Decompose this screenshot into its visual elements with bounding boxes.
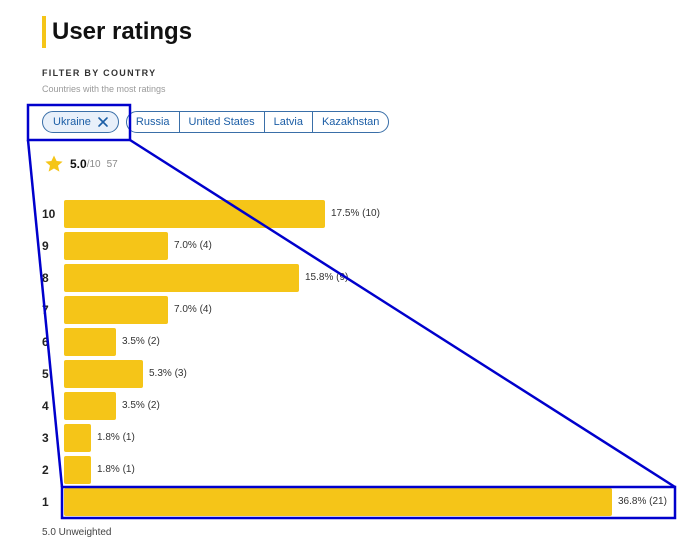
chip-russia[interactable]: Russia bbox=[135, 116, 170, 128]
rating-bar bbox=[64, 424, 91, 452]
rating-label: 2 bbox=[42, 463, 49, 477]
rating-label: 5 bbox=[42, 367, 49, 381]
rating-bar bbox=[64, 200, 325, 228]
chip-kazakhstan[interactable]: Kazakhstan bbox=[311, 112, 388, 132]
rating-bar bbox=[64, 488, 612, 516]
rating-bar bbox=[64, 328, 116, 356]
title-accent-bar bbox=[42, 16, 46, 48]
chip-latvia[interactable]: Latvia bbox=[263, 112, 312, 132]
section-header: User ratings bbox=[42, 16, 192, 48]
rating-label: 4 bbox=[42, 399, 49, 413]
rating-row-2: 2 1.8% (1) bbox=[0, 456, 698, 484]
rating-label: 6 bbox=[42, 335, 49, 349]
filter-label: FILTER BY COUNTRY bbox=[42, 68, 157, 78]
rating-label: 10 bbox=[42, 207, 56, 221]
rating-bar bbox=[64, 360, 143, 388]
rating-row-7: 7 7.0% (4) bbox=[0, 296, 698, 324]
rating-row-5: 5 5.3% (3) bbox=[0, 360, 698, 388]
rating-bar-value: 7.0% (4) bbox=[174, 240, 212, 251]
footer-note: 5.0 Unweighted bbox=[42, 527, 112, 538]
rating-label: 8 bbox=[42, 271, 49, 285]
rating-bar-value: 1.8% (1) bbox=[97, 464, 135, 475]
rating-bar-value: 36.8% (21) bbox=[618, 496, 667, 507]
rating-bar bbox=[64, 456, 91, 484]
rating-bar bbox=[64, 392, 116, 420]
rating-bar-value: 3.5% (2) bbox=[122, 400, 160, 411]
rating-bar-value: 1.8% (1) bbox=[97, 432, 135, 443]
score-scale: /10 bbox=[86, 158, 101, 170]
rating-row-10: 10 17.5% (10) bbox=[0, 200, 698, 228]
rating-bar-value: 5.3% (3) bbox=[149, 368, 187, 379]
rating-row-8: 8 15.8% (9) bbox=[0, 264, 698, 292]
rating-row-9: 9 7.0% (4) bbox=[0, 232, 698, 260]
rating-bar-value: 3.5% (2) bbox=[122, 336, 160, 347]
rating-label: 9 bbox=[42, 239, 49, 253]
rating-row-4: 4 3.5% (2) bbox=[0, 392, 698, 420]
rating-bar bbox=[64, 264, 299, 292]
rating-row-1: 1 36.8% (21) bbox=[0, 488, 698, 516]
rating-bar-value: 7.0% (4) bbox=[174, 304, 212, 315]
rating-row-3: 3 1.8% (1) bbox=[0, 424, 698, 452]
rating-label: 3 bbox=[42, 431, 49, 445]
rating-bar bbox=[64, 296, 168, 324]
page-title: User ratings bbox=[52, 18, 193, 45]
rating-row-6: 6 3.5% (2) bbox=[0, 328, 698, 356]
rating-label: 7 bbox=[42, 303, 49, 317]
chip-united-states[interactable]: United States bbox=[178, 112, 264, 132]
rating-bar-value: 15.8% (9) bbox=[305, 272, 349, 283]
rating-count: 57 bbox=[106, 158, 118, 170]
rating-bar-value: 17.5% (10) bbox=[331, 208, 380, 219]
rating-bar bbox=[64, 232, 168, 260]
filter-sublabel: Countries with the most ratings bbox=[42, 84, 166, 94]
score-value: 5.0 bbox=[70, 157, 87, 171]
rating-label: 1 bbox=[42, 495, 49, 509]
